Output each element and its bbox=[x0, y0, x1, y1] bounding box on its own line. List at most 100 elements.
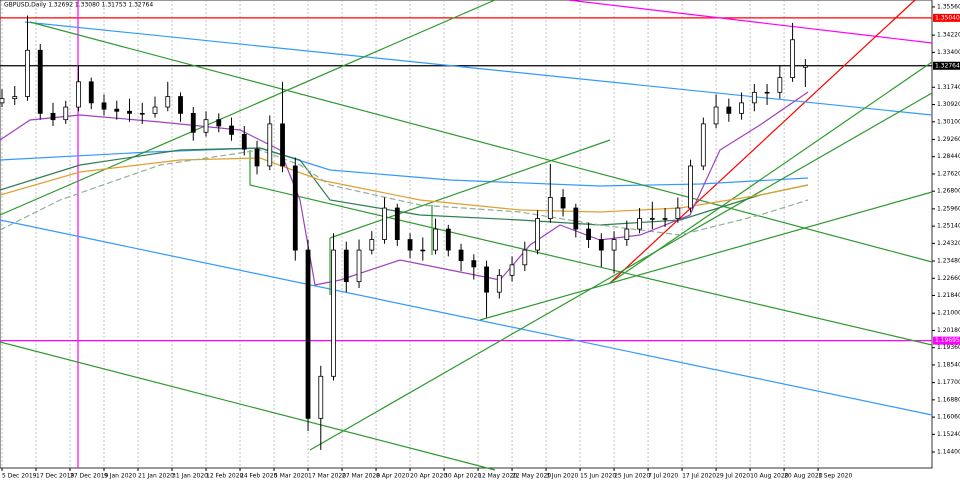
trendline bbox=[609, 61, 933, 284]
x-tick-label: 17 Dec 2019 bbox=[36, 473, 75, 480]
candle-body bbox=[139, 112, 145, 115]
x-tick-label: 5 Dec 2019 bbox=[2, 473, 37, 480]
candle-body bbox=[101, 102, 107, 110]
y-tick-label: 1.31740 bbox=[937, 84, 960, 91]
candle-body bbox=[764, 91, 770, 94]
y-tick-label: 1.26800 bbox=[937, 188, 960, 195]
candle-body bbox=[37, 49, 43, 114]
y-tick-label: 1.25140 bbox=[937, 223, 960, 230]
candle-body bbox=[802, 65, 808, 68]
candle-body bbox=[241, 134, 247, 150]
y-tick-label: 1.24320 bbox=[937, 240, 960, 247]
candle-body bbox=[547, 197, 553, 219]
candle-body bbox=[790, 39, 795, 79]
chart-title: GBPUSD,Daily 1.32692 1.33080 1.31753 1.3… bbox=[4, 2, 153, 9]
candle-body bbox=[50, 112, 56, 121]
price-label-box bbox=[933, 61, 960, 70]
candle-body bbox=[420, 249, 426, 252]
x-tick-label: 31 Jan 2020 bbox=[172, 473, 208, 480]
candle-body bbox=[662, 218, 668, 220]
y-tick-label: 1.28440 bbox=[937, 153, 960, 160]
y-tick-label: 1.22660 bbox=[937, 275, 960, 282]
candle-body bbox=[356, 249, 362, 283]
trendline bbox=[567, 0, 933, 44]
candle-body bbox=[165, 96, 171, 108]
candle-body bbox=[76, 81, 81, 108]
trendline bbox=[329, 139, 611, 239]
x-tick-label: 30 Apr 2020 bbox=[444, 473, 481, 480]
x-tick-label: 21 Jan 2020 bbox=[138, 473, 174, 480]
x-tick-label: 12 Feb 2020 bbox=[206, 473, 244, 480]
moving-average bbox=[0, 157, 809, 213]
moving-average bbox=[0, 149, 809, 236]
y-tick-label: 1.17700 bbox=[937, 379, 960, 386]
candle-body bbox=[343, 249, 349, 283]
candle-body bbox=[318, 375, 324, 419]
moving-average bbox=[0, 147, 809, 226]
x-tick-label: 27 Dec 2019 bbox=[70, 473, 109, 480]
drawings bbox=[0, 0, 933, 471]
candle-body bbox=[560, 197, 566, 209]
y-tick-label: 1.30100 bbox=[937, 118, 960, 125]
price-label: 1.35040 bbox=[935, 14, 960, 21]
candle-body bbox=[394, 207, 400, 240]
y-tick-label: 1.30920 bbox=[937, 101, 960, 108]
candle-body bbox=[688, 165, 693, 209]
candle-body bbox=[407, 239, 413, 251]
candle-body bbox=[0, 98, 5, 104]
candle-body bbox=[229, 125, 234, 135]
candle-body bbox=[649, 218, 655, 220]
candle-body bbox=[254, 148, 260, 167]
candle-body bbox=[751, 91, 757, 104]
candle-body bbox=[573, 207, 579, 230]
candle-body bbox=[637, 218, 642, 230]
y-tick-label: 1.21840 bbox=[937, 292, 960, 299]
candles bbox=[0, 15, 808, 450]
price-label-box bbox=[933, 336, 960, 345]
x-tick-label: 3 Jun 2020 bbox=[546, 473, 578, 480]
y-tick-label: 1.21000 bbox=[937, 310, 960, 317]
x-tick-label: 9 Jan 2020 bbox=[104, 473, 136, 480]
y-tick-label: 1.35560 bbox=[937, 3, 960, 10]
candle-body bbox=[190, 112, 196, 133]
y-tick-label: 1.16060 bbox=[937, 414, 960, 421]
candle-body bbox=[777, 77, 783, 93]
candle-body bbox=[178, 96, 183, 114]
y-tick-label: 1.15240 bbox=[937, 431, 960, 438]
trendline bbox=[479, 191, 933, 321]
candle-body bbox=[509, 264, 515, 276]
x-tick-label: 10 Aug 2020 bbox=[750, 473, 789, 480]
candle-body bbox=[624, 228, 630, 240]
candle-body bbox=[598, 239, 604, 251]
candle-body bbox=[484, 266, 489, 293]
candle-body bbox=[382, 207, 387, 240]
candle-body bbox=[216, 119, 222, 127]
y-tick-label: 1.33400 bbox=[937, 49, 960, 56]
candle-body bbox=[535, 218, 540, 251]
x-tick-label: 5 Mar 2020 bbox=[274, 473, 308, 480]
y-tick-label: 1.25960 bbox=[937, 205, 960, 212]
candle-body bbox=[267, 123, 273, 167]
candle-body bbox=[739, 102, 744, 114]
candle-body bbox=[700, 123, 706, 167]
x-tick-label: 25 Jun 2020 bbox=[614, 473, 650, 480]
y-tick-label: 1.23480 bbox=[937, 258, 960, 265]
candle-body bbox=[458, 249, 464, 262]
price-label: 1.19695 bbox=[935, 337, 960, 344]
trendline bbox=[0, 0, 496, 216]
x-tick-label: 7 Jul 2020 bbox=[648, 473, 678, 480]
candle-body bbox=[280, 123, 285, 167]
candle-body bbox=[331, 249, 336, 377]
y-tick-label: 1.18540 bbox=[937, 361, 960, 368]
candle-body bbox=[496, 274, 502, 293]
candle-body bbox=[292, 165, 298, 251]
y-tick-label: 1.34220 bbox=[937, 32, 960, 39]
x-tick-label: 15 Jun 2020 bbox=[580, 473, 616, 480]
x-tick-label: 29 Jul 2020 bbox=[716, 473, 750, 480]
trendline bbox=[24, 21, 933, 116]
y-tick-label: 1.20180 bbox=[937, 327, 960, 334]
x-tick-label: 1 Sep 2020 bbox=[818, 473, 852, 480]
price-label: 1.32764 bbox=[935, 62, 960, 69]
y-tick-label: 1.16880 bbox=[937, 396, 960, 403]
